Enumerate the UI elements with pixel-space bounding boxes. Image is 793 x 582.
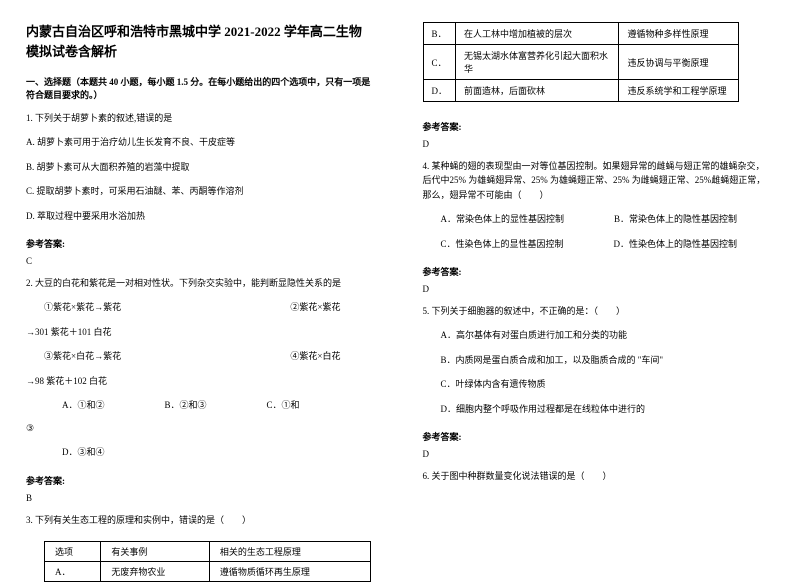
- q4-stem: 4. 某种蝇的翅的表现型由一对等位基因控制。如果翅异常的雌蝇与翅正常的雄蝇杂交，…: [423, 159, 768, 202]
- q2-choice-a: A．①和②: [62, 398, 105, 411]
- q3-ra3: 遵循物质循环再生原理: [209, 562, 370, 582]
- q3-table-part1: 选项 有关事例 相关的生态工程原理 A． 无废弃物农业 遵循物质循环再生原理: [44, 541, 371, 582]
- q1-option-d: D. 萃取过程中要采用水浴加热: [26, 209, 371, 223]
- answer-label: 参考答案:: [26, 237, 371, 250]
- q2-o3b: ④紫花×白花: [290, 349, 340, 363]
- answer-label: 参考答案:: [423, 120, 768, 133]
- table-row: A． 无废弃物农业 遵循物质循环再生原理: [45, 562, 371, 582]
- q2-line1: ①紫花×紫花→紫花 ②紫花×紫花: [26, 300, 371, 314]
- q2-choices-row1: A．①和② B．②和③ C．①和: [26, 398, 371, 411]
- q1-stem: 1. 下列关于胡萝卜素的叙述,错误的是: [26, 111, 371, 125]
- q2-o1b: ②紫花×紫花: [290, 300, 340, 314]
- q2-choice-b: B．②和③: [165, 398, 207, 411]
- q2-choice-d: D．③和④: [26, 445, 371, 459]
- q4-a: A．常染色体上的显性基因控制: [441, 212, 565, 226]
- doc-title: 内蒙古自治区呼和浩特市黑城中学 2021-2022 学年高二生物模拟试卷含解析: [26, 22, 371, 61]
- q2-line5: ③: [26, 421, 371, 435]
- q2-line4: →98 紫花＋102 白花: [26, 374, 371, 388]
- section-1-heading: 一、选择题（本题共 40 小题，每小题 1.5 分。在每小题给出的四个选项中，只…: [26, 75, 371, 101]
- q2-stem: 2. 大豆的白花和紫花是一对相对性状。下列杂交实验中，能判断显隐性关系的是: [26, 276, 371, 290]
- q3-th2: 有关事例: [101, 542, 210, 562]
- q4-row1: A．常染色体上的显性基因控制 B．常染色体上的隐性基因控制: [423, 212, 768, 226]
- q2-line2: →301 紫花＋101 白花: [26, 325, 371, 339]
- q3-rb2: 在人工林中增加植被的层次: [456, 23, 619, 45]
- q4-answer: D: [423, 284, 768, 294]
- q3-rd3: 违反系统学和工程学原理: [619, 80, 739, 102]
- q5-answer: D: [423, 449, 768, 459]
- page-right: B． 在人工林中增加植被的层次 遵循物种多样性原理 C． 无锡太湖水体富营养化引…: [397, 0, 793, 561]
- q4-c: C．性染色体上的显性基因控制: [441, 237, 564, 251]
- q3-rc3: 违反协调与平衡原理: [619, 45, 739, 80]
- q3-ra1: A．: [45, 562, 101, 582]
- q3-rd1: D．: [423, 80, 456, 102]
- page-left: 内蒙古自治区呼和浩特市黑城中学 2021-2022 学年高二生物模拟试卷含解析 …: [0, 0, 397, 561]
- q2-choice-c: C．①和: [267, 398, 300, 411]
- q5-stem: 5. 下列关于细胞器的叙述中，不正确的是：（ ）: [423, 304, 768, 318]
- q1-answer: C: [26, 256, 371, 266]
- table-row: 选项 有关事例 相关的生态工程原理: [45, 542, 371, 562]
- q6-stem: 6. 关于图中种群数量变化说法错误的是（ ）: [423, 469, 768, 483]
- q2-o1a: ①紫花×紫花→紫花: [44, 300, 121, 314]
- q3-answer: D: [423, 139, 768, 149]
- q3-table-part2: B． 在人工林中增加植被的层次 遵循物种多样性原理 C． 无锡太湖水体富营养化引…: [423, 22, 740, 102]
- q2-answer: B: [26, 493, 371, 503]
- q5-b: B．内质网是蛋白质合成和加工，以及脂质合成的 "车间": [423, 353, 768, 367]
- table-row: D． 前面造林，后面砍林 违反系统学和工程学原理: [423, 80, 739, 102]
- q3-rb1: B．: [423, 23, 456, 45]
- q4-d: D．性染色体上的隐性基因控制: [613, 237, 737, 251]
- q3-rc1: C．: [423, 45, 456, 80]
- answer-label: 参考答案:: [423, 430, 768, 443]
- q3-th3: 相关的生态工程原理: [209, 542, 370, 562]
- q3-rd2: 前面造林，后面砍林: [456, 80, 619, 102]
- q1-option-c: C. 提取胡萝卜素时，可采用石油醚、苯、丙酮等作溶剂: [26, 184, 371, 198]
- q5-a: A．高尔基体有对蛋白质进行加工和分类的功能: [423, 328, 768, 342]
- q1-option-b: B. 胡萝卜素可从大面积养殖的岩藻中提取: [26, 160, 371, 174]
- table-row: B． 在人工林中增加植被的层次 遵循物种多样性原理: [423, 23, 739, 45]
- answer-label: 参考答案:: [423, 265, 768, 278]
- table-row: C． 无锡太湖水体富营养化引起大面积水华 违反协调与平衡原理: [423, 45, 739, 80]
- q3-stem: 3. 下列有关生态工程的原理和实例中，错误的是（ ）: [26, 513, 371, 527]
- q5-c: C．叶绿体内含有遗传物质: [423, 377, 768, 391]
- q4-b: B．常染色体上的隐性基因控制: [614, 212, 737, 226]
- q5-d: D．细胞内整个呼吸作用过程都是在线粒体中进行的: [423, 402, 768, 416]
- q3-rc2: 无锡太湖水体富营养化引起大面积水华: [456, 45, 619, 80]
- answer-label: 参考答案:: [26, 474, 371, 487]
- q2-o3a: ③紫花×白花→紫花: [44, 349, 121, 363]
- q2-line3: ③紫花×白花→紫花 ④紫花×白花: [26, 349, 371, 363]
- q4-row2: C．性染色体上的显性基因控制 D．性染色体上的隐性基因控制: [423, 237, 768, 251]
- q3-ra2: 无废弃物农业: [101, 562, 210, 582]
- q3-th1: 选项: [45, 542, 101, 562]
- q1-option-a: A. 胡萝卜素可用于治疗幼儿生长发育不良、干皮症等: [26, 135, 371, 149]
- q3-rb3: 遵循物种多样性原理: [619, 23, 739, 45]
